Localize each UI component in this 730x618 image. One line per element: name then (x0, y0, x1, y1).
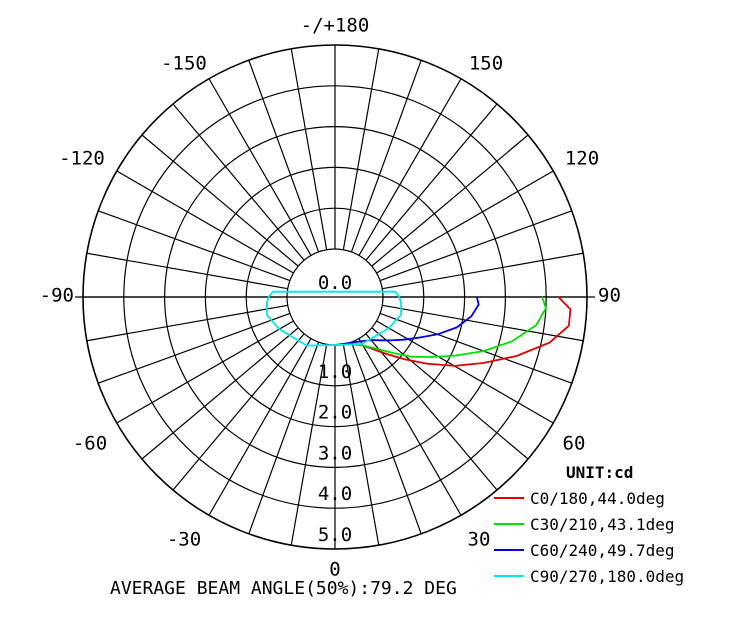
grid-spoke (350, 59, 422, 253)
grid-spoke (350, 341, 422, 535)
grid-spoke (365, 103, 498, 261)
grid-spoke (365, 333, 498, 491)
angle-label: 30 (468, 529, 491, 551)
legend-label: C90/270,180.0deg (530, 567, 684, 586)
grid-spoke (116, 320, 294, 424)
grid-spoke (208, 338, 312, 516)
grid-spoke (172, 333, 305, 491)
footer-beam-angle: AVERAGE BEAM ANGLE(50%):79.2 DEG (110, 578, 457, 599)
unit-label: UNIT:cd (566, 463, 633, 482)
legend-label: C30/210,43.1deg (530, 515, 675, 534)
legend-label: C60/240,49.7deg (530, 541, 675, 560)
angle-label: -120 (59, 148, 105, 170)
series-curve-1 (334, 296, 547, 358)
grid-spoke (342, 344, 380, 546)
grid-spoke (290, 344, 328, 546)
radial-label: 4.0 (318, 483, 352, 505)
radial-label: 2.0 (318, 402, 352, 424)
angle-label: -150 (161, 53, 207, 75)
grid-spoke (248, 341, 320, 535)
grid-spoke (248, 59, 320, 253)
radial-label: 1.0 (318, 361, 352, 383)
grid-spoke (376, 320, 554, 424)
grid-spoke (172, 103, 305, 261)
radial-label: 5.0 (318, 524, 352, 546)
angle-label: -60 (73, 433, 107, 455)
grid-spoke (141, 134, 299, 267)
grid-spoke (371, 327, 529, 460)
grid-spoke (290, 48, 328, 250)
angle-label: 90 (598, 285, 621, 307)
angle-label: -90 (40, 285, 74, 307)
polar-grid (75, 44, 595, 550)
grid-spoke (141, 327, 299, 460)
legend: C0/180,44.0deg C30/210,43.1deg C60/240,49.… (494, 489, 684, 586)
grid-spoke (371, 134, 529, 267)
grid-spoke (97, 312, 291, 384)
grid-spoke (116, 170, 294, 274)
series-curve-3 (265, 290, 402, 347)
angle-label: 0 (329, 559, 340, 581)
grid-spoke (358, 338, 462, 516)
radial-label: 0.0 (318, 272, 352, 294)
angle-label: 120 (565, 148, 599, 170)
legend-label: C0/180,44.0deg (530, 489, 665, 508)
grid-spoke (379, 210, 573, 282)
angle-label: 60 (563, 433, 586, 455)
angle-label: 150 (469, 53, 503, 75)
grid-spoke (97, 210, 291, 282)
radial-tick-labels: 0.0 1.0 2.0 3.0 4.0 5.0 (318, 272, 352, 546)
angle-tick-labels: -/+180 150 -150 120 -120 90 -90 60 -60 30 -30 0 (40, 15, 621, 581)
angle-label: -/+180 (301, 15, 370, 37)
grid-spoke (86, 304, 288, 342)
grid-spoke (358, 78, 462, 256)
grid-spoke (86, 252, 288, 290)
grid-spoke (376, 170, 554, 274)
grid-spoke (379, 312, 573, 384)
grid-spoke (342, 48, 380, 250)
grid-spoke (208, 78, 312, 256)
intensity-curves (265, 290, 572, 367)
grid-spoke (382, 252, 584, 290)
radial-label: 3.0 (318, 442, 352, 464)
grid-spoke (382, 304, 584, 342)
angle-label: -30 (167, 529, 201, 551)
